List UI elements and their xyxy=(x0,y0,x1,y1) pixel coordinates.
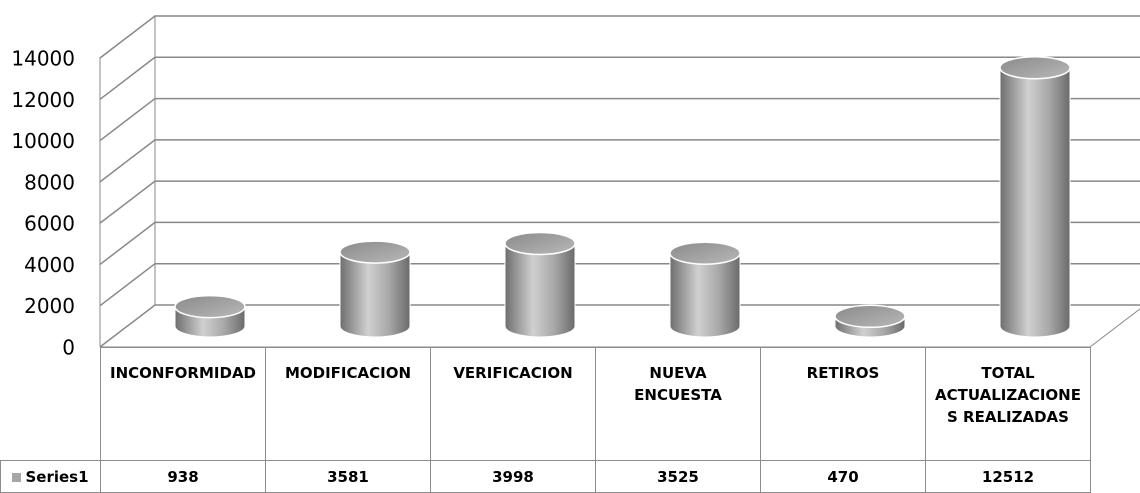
table-series-header: Series1 xyxy=(0,460,101,493)
cylinder-body xyxy=(999,67,1071,338)
grid-line xyxy=(99,304,1140,348)
table-value: 938 xyxy=(100,460,266,493)
table-category: RETIROS xyxy=(760,347,926,461)
y-tick-label: 0 xyxy=(62,336,75,360)
legend-label: Series1 xyxy=(25,468,89,486)
cylinder-top xyxy=(339,240,411,264)
table-value: 12512 xyxy=(925,460,1091,493)
table-category: NUEVA ENCUESTA xyxy=(595,347,761,461)
cylinder-body xyxy=(339,251,411,338)
grid-line xyxy=(99,262,1140,307)
y-tick-label: 10000 xyxy=(11,129,75,153)
cylinder xyxy=(504,231,576,338)
y-tick-label: 12000 xyxy=(11,88,75,112)
y-tick-label: 6000 xyxy=(24,212,75,236)
cylinder-body xyxy=(669,252,741,338)
grid-line xyxy=(99,180,1140,224)
table-category: INCONFORMIDAD xyxy=(100,347,266,461)
grid-line xyxy=(99,139,1140,183)
table-value: 3998 xyxy=(430,460,596,493)
y-tick-label: 2000 xyxy=(24,294,75,318)
table-value: 3581 xyxy=(265,460,431,493)
cylinder-top xyxy=(834,304,906,329)
grid-line xyxy=(99,97,1140,142)
cylinder xyxy=(669,241,741,338)
grid-line xyxy=(99,221,1140,266)
table-category: TOTAL ACTUALIZACIONES REALIZADAS xyxy=(925,347,1091,461)
cylinder-top xyxy=(174,294,246,319)
cylinder-top xyxy=(999,55,1071,80)
cylinder xyxy=(999,55,1071,338)
table-category: MODIFICACION xyxy=(265,347,431,461)
legend-key xyxy=(12,473,22,482)
y-tick-label: 8000 xyxy=(24,170,75,194)
floor xyxy=(100,304,1140,348)
y-tick-label: 4000 xyxy=(24,253,75,277)
side-wall xyxy=(99,14,156,347)
cylinder-body xyxy=(504,242,576,338)
table-category: VERIFICACION xyxy=(430,347,596,461)
y-tick-label: 14000 xyxy=(11,47,75,71)
grid-line xyxy=(99,15,1140,59)
cylinder xyxy=(834,304,906,338)
cylinder xyxy=(339,240,411,338)
grid-line xyxy=(99,56,1140,100)
cylinder-top xyxy=(504,231,576,256)
table-value: 3525 xyxy=(595,460,761,493)
cylinder xyxy=(174,294,246,338)
cylinder-top xyxy=(669,241,741,265)
table-value: 470 xyxy=(760,460,926,493)
